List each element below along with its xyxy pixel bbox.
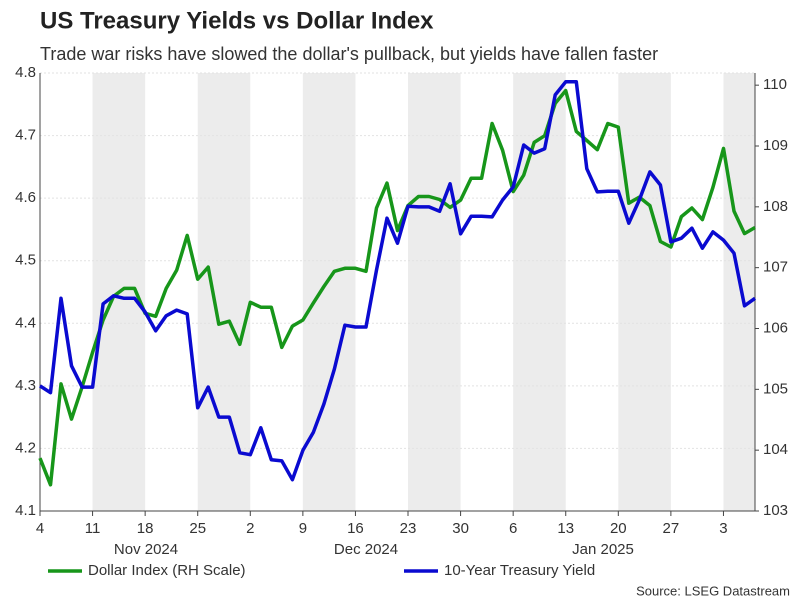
legend-label: Dollar Index (RH Scale) xyxy=(88,562,246,579)
x-tick-label: 2 xyxy=(246,520,254,537)
week-band xyxy=(723,73,755,511)
y2-tick-label: 110 xyxy=(763,76,787,93)
x-tick-label: 16 xyxy=(347,520,364,537)
y-tick-label: 4.7 xyxy=(15,127,36,144)
y2-tick-label: 108 xyxy=(763,198,788,215)
legend-label: 10-Year Treasury Yield xyxy=(444,562,595,579)
x-tick-label: 20 xyxy=(610,520,627,537)
x-tick-label: 13 xyxy=(557,520,574,537)
week-band xyxy=(408,73,461,511)
series-line xyxy=(39,80,757,482)
x-tick-label: 11 xyxy=(85,520,101,537)
x-tick-label: 3 xyxy=(719,520,727,537)
y2-tick-label: 107 xyxy=(763,259,788,276)
month-label: Nov 2024 xyxy=(114,541,178,558)
y-tick-label: 4.2 xyxy=(15,439,36,456)
x-tick-label: 4 xyxy=(36,520,44,537)
x-tick-label: 6 xyxy=(509,520,517,537)
y2-tick-label: 105 xyxy=(763,380,788,397)
y2-tick-label: 104 xyxy=(763,441,788,458)
x-tick-label: 30 xyxy=(452,520,469,537)
y-tick-label: 4.4 xyxy=(15,314,36,331)
y2-tick-label: 109 xyxy=(763,137,788,154)
x-tick-label: 23 xyxy=(400,520,417,537)
y-tick-label: 4.6 xyxy=(15,189,36,206)
series-line xyxy=(38,88,756,487)
y-tick-label: 4.1 xyxy=(15,502,36,519)
y-tick-label: 4.8 xyxy=(15,64,36,81)
month-label: Jan 2025 xyxy=(572,541,634,558)
chart-subtitle: Trade war risks have slowed the dollar's… xyxy=(40,44,658,64)
week-band xyxy=(197,73,251,511)
x-tick-label: 9 xyxy=(299,520,307,537)
y2-tick-label: 103 xyxy=(763,502,788,519)
x-tick-label: 25 xyxy=(189,520,206,537)
y-tick-label: 4.5 xyxy=(15,252,36,269)
week-band xyxy=(618,73,671,511)
y2-tick-label: 106 xyxy=(763,319,788,336)
source: Source: LSEG Datastream xyxy=(636,583,790,598)
y-tick-label: 4.3 xyxy=(15,377,36,394)
x-tick-label: 18 xyxy=(137,520,154,537)
month-label: Dec 2024 xyxy=(334,541,398,558)
week-band xyxy=(302,73,356,511)
x-tick-label: 27 xyxy=(663,520,680,537)
chart-title: US Treasury Yields vs Dollar Index xyxy=(40,7,434,34)
